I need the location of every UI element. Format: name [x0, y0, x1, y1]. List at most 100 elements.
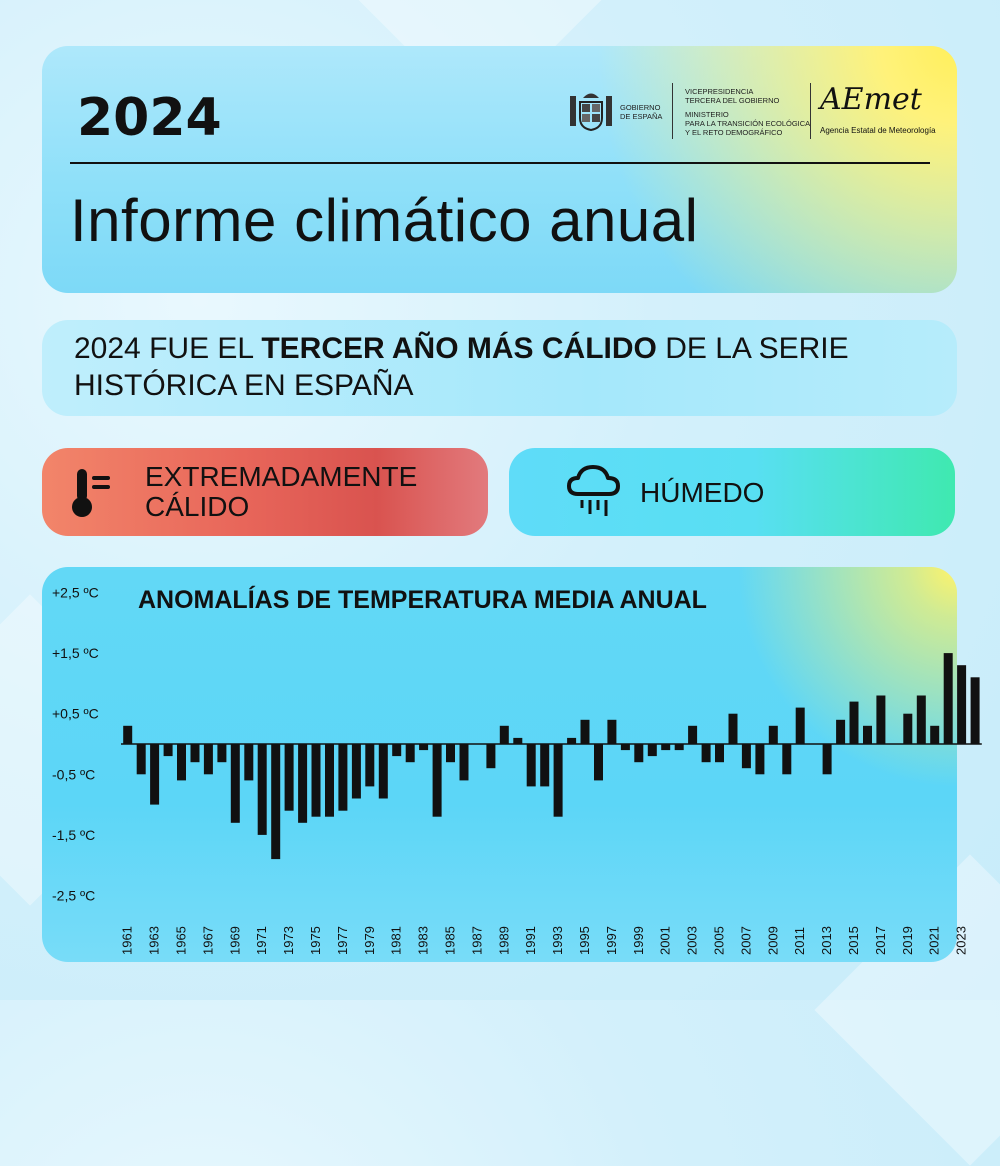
bar-2011 [795, 707, 805, 744]
x-tick-label: 1981 [389, 926, 404, 955]
thermometer-icon [72, 469, 110, 517]
bar-2015 [849, 701, 859, 744]
logo-divider [810, 83, 811, 139]
header-divider [70, 162, 930, 164]
headline-bold: TERCER AÑO MÁS CÁLIDO [261, 332, 657, 365]
bar-1994 [567, 737, 577, 744]
bar-1963 [150, 744, 160, 805]
x-tick-label: 2017 [873, 926, 888, 955]
bar-1985 [446, 744, 455, 763]
humidity-label: HÚMEDO [640, 477, 765, 508]
bar-2013 [822, 744, 832, 775]
logo-divider [672, 83, 673, 139]
bar-2022 [943, 653, 953, 744]
bar-1986 [459, 744, 469, 781]
report-title: Informe climático anual [70, 187, 699, 254]
x-tick-label: 2001 [658, 926, 673, 955]
spain-coat-of-arms-icon [570, 93, 612, 132]
bar-2002 [674, 744, 684, 751]
x-tick-label: 1979 [362, 926, 377, 955]
bar-1983 [419, 744, 429, 751]
bar-1988 [486, 744, 496, 769]
x-tick-label: 1961 [120, 926, 135, 955]
bar-1961 [123, 725, 133, 744]
x-tick-label: 1977 [335, 926, 350, 955]
bar-2006 [728, 713, 738, 744]
bar-1970 [244, 744, 254, 781]
bar-1971 [257, 744, 267, 835]
bar-1980 [378, 744, 388, 799]
y-tick-label: -0,5 ºC [52, 766, 95, 782]
headline: 2024 FUE EL TERCER AÑO MÁS CÁLIDO DE LA … [74, 330, 854, 404]
x-tick-label: 1989 [496, 926, 511, 955]
x-tick-label: 1969 [227, 926, 242, 955]
bar-1993 [553, 744, 563, 817]
bar-2009 [768, 725, 778, 744]
vicepresidencia-text: VICEPRESIDENCIA TERCERA DEL GOBIERNO [685, 87, 780, 105]
bar-1997 [607, 719, 617, 744]
bar-2000 [647, 744, 657, 757]
x-tick-label: 2003 [685, 926, 700, 955]
bar-1984 [432, 744, 442, 817]
aemet-logo: AEmet [820, 82, 922, 117]
x-tick-label: 1975 [308, 926, 323, 955]
bar-2024 [970, 677, 980, 744]
temperature-label-line1: EXTREMADAMENTE [145, 461, 418, 492]
aemet-name: Agencia Estatal de Meteorología [820, 126, 936, 135]
bar-1962 [136, 744, 146, 775]
x-tick-label: 2019 [900, 926, 915, 955]
x-tick-label: 1995 [577, 926, 592, 955]
bar-1991 [526, 744, 536, 787]
temperature-badge [42, 448, 488, 536]
bar-2019 [903, 713, 913, 744]
x-tick-label: 2005 [712, 926, 727, 955]
bar-1996 [594, 744, 603, 781]
y-tick-label: -1,5 ºC [52, 827, 95, 843]
headline-card [42, 320, 957, 416]
gobierno-text: GOBIERNO DE ESPAÑA [620, 103, 663, 121]
x-tick-label: 2011 [792, 927, 807, 955]
bar-2014 [836, 719, 846, 744]
bar-1967 [203, 744, 213, 775]
bar-1968 [217, 744, 227, 763]
bar-2007 [741, 744, 751, 769]
bar-2004 [701, 744, 711, 763]
bar-1989 [499, 725, 509, 744]
x-tick-label: 2007 [738, 926, 753, 955]
bar-1982 [405, 744, 415, 763]
bar-2012 [809, 744, 819, 745]
ministerio-text: MINISTERIO PARA LA TRANSICIÓN ECOLÓGICA … [685, 110, 811, 137]
x-tick-label: 1987 [469, 926, 484, 955]
bar-1999 [634, 744, 644, 763]
chart-title: ANOMALÍAS DE TEMPERATURA MEDIA ANUAL [138, 586, 707, 614]
bar-1964 [163, 744, 173, 757]
x-tick-label: 1963 [147, 926, 162, 955]
x-tick-label: 2009 [765, 926, 780, 955]
bar-2018 [889, 744, 899, 745]
bar-2008 [755, 744, 765, 775]
headline-part1: 2024 FUE EL [74, 332, 262, 365]
bar-1978 [351, 744, 361, 799]
y-tick-label: +1,5 ºC [52, 645, 99, 661]
bar-1976 [325, 744, 334, 817]
bar-2023 [957, 665, 967, 744]
chart-card [42, 567, 957, 962]
bar-1998 [620, 744, 630, 751]
bar-2021 [930, 725, 940, 744]
x-tick-label: 1997 [604, 926, 619, 955]
bar-1969 [230, 744, 240, 823]
rain-cloud-icon [567, 465, 620, 516]
bar-2020 [916, 695, 926, 744]
temperature-label-line2: CÁLIDO [145, 491, 250, 522]
x-tick-label: 1985 [443, 926, 458, 955]
bar-1981 [392, 744, 402, 757]
bar-2005 [715, 744, 724, 763]
x-tick-label: 1993 [550, 926, 565, 955]
bar-1975 [311, 744, 321, 817]
headline-part2: DE LA SERIE HISTÓRICA EN ESPAÑA [74, 332, 849, 402]
bar-1987 [472, 744, 482, 745]
bar-2010 [782, 744, 792, 775]
bar-1979 [365, 744, 375, 787]
x-tick-label: 1999 [631, 926, 646, 955]
x-tick-label: 2021 [927, 926, 942, 955]
